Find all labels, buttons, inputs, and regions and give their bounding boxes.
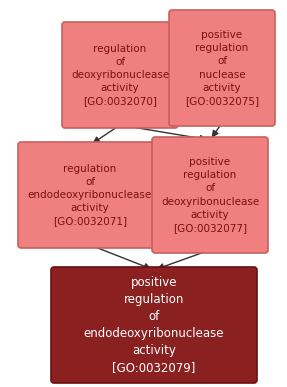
Text: positive
regulation
of
endodeoxyribonuclease
activity
[GO:0032079]: positive regulation of endodeoxyribonucl… <box>84 276 224 374</box>
Text: regulation
of
deoxyribonuclease
activity
[GO:0032070]: regulation of deoxyribonuclease activity… <box>71 44 169 106</box>
FancyBboxPatch shape <box>51 267 257 383</box>
FancyBboxPatch shape <box>18 142 162 248</box>
FancyBboxPatch shape <box>152 137 268 253</box>
FancyBboxPatch shape <box>169 10 275 126</box>
Text: positive
regulation
of
deoxyribonuclease
activity
[GO:0032077]: positive regulation of deoxyribonuclease… <box>161 157 259 233</box>
Text: regulation
of
endodeoxyribonuclease
activity
[GO:0032071]: regulation of endodeoxyribonuclease acti… <box>28 164 152 226</box>
Text: positive
regulation
of
nuclease
activity
[GO:0032075]: positive regulation of nuclease activity… <box>185 30 259 106</box>
FancyBboxPatch shape <box>62 22 178 128</box>
